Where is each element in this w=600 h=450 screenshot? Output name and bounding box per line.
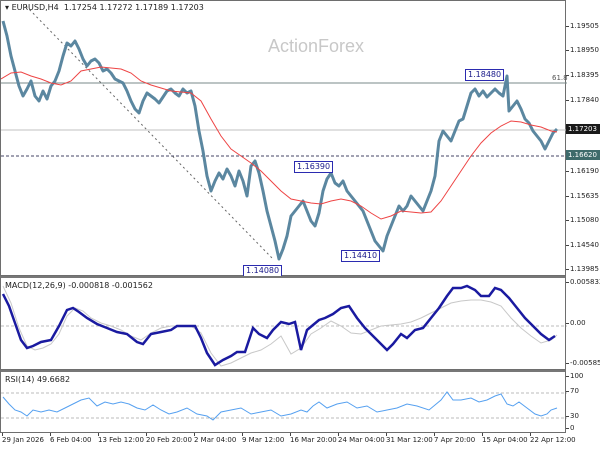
price-tick: 1.18395 (566, 71, 599, 79)
rsi-tick: 0 (565, 424, 575, 432)
time-tick: 9 Mar 12:00 (242, 433, 285, 444)
rsi-tick: 30 (566, 412, 579, 420)
rsi-pane[interactable]: RSI(14) 49.6682 (0, 370, 567, 433)
time-tick: 6 Feb 04:00 (50, 433, 92, 444)
rsi-tick: 70 (566, 387, 579, 395)
macd-tick: 0.00 (566, 319, 586, 327)
sma-line (1, 66, 558, 220)
price-tick: 1.19505 (566, 22, 599, 30)
price-bars (1, 20, 559, 261)
time-tick: 29 Jan 2026 (2, 433, 44, 444)
price-tick: 1.14540 (566, 241, 599, 249)
price-tick: 1.15080 (566, 216, 599, 224)
price-chart-svg (1, 5, 567, 261)
rsi-line (2, 391, 558, 421)
macd-tick: -0.005855 (566, 359, 600, 367)
price-chart-pane[interactable]: ▾ EURUSD,H4 1.17254 1.17272 1.17189 1.17… (0, 0, 568, 277)
price-tick: 1.18950 (566, 46, 599, 54)
chart-legend: ▾ EURUSD,H4 1.17254 1.17272 1.17189 1.17… (5, 3, 204, 12)
macd-svg (1, 284, 567, 367)
price-axis: 1.19505 1.18950 1.18395 1.17840 1.16190 … (566, 0, 600, 276)
trendline (25, 5, 274, 260)
time-tick: 24 Mar 04:00 (338, 433, 385, 444)
fib-label: 61.8 (552, 74, 568, 82)
time-tick: 15 Apr 04:00 (482, 433, 528, 444)
price-tick: 1.17840 (566, 96, 599, 104)
macd-signal-line (2, 285, 558, 367)
current-price-box: 1.17203 (566, 124, 600, 134)
ohlc-values: 1.17254 1.17272 1.17189 1.17203 (63, 3, 204, 12)
price-tick: 1.13985 (566, 265, 599, 273)
macd-line (1, 284, 556, 367)
price-tick: 1.16190 (566, 167, 599, 175)
time-tick: 13 Feb 12:00 (98, 433, 144, 444)
symbol-label: EURUSD,H4 (11, 3, 59, 12)
time-tick: 7 Apr 20:00 (434, 433, 476, 444)
price-tick: 1.15635 (566, 192, 599, 200)
time-tick: 31 Mar 12:00 (386, 433, 433, 444)
macd-axis: 0.005832 0.00 -0.005855 (565, 276, 600, 370)
rsi-svg (1, 391, 567, 421)
low-label-1-14410: 1.14410 (341, 250, 381, 262)
time-tick: 20 Feb 20:00 (146, 433, 192, 444)
high-label-1-18480: 1.18480 (465, 69, 505, 81)
time-axis: 29 Jan 2026 6 Feb 04:00 13 Feb 12:00 20 … (0, 433, 600, 450)
swing-label-1-16390: 1.16390 (294, 161, 334, 173)
collapse-triangle-icon[interactable]: ▾ (5, 3, 12, 12)
time-tick: 22 Apr 12:00 (530, 433, 576, 444)
rsi-tick: 100 (565, 372, 584, 380)
time-tick: 16 Mar 20:00 (290, 433, 337, 444)
watermark: ActionForex (268, 36, 365, 56)
macd-pane[interactable]: MACD(12,26,9) -0.000818 -0.001562 (0, 276, 567, 370)
time-tick: 2 Mar 04:00 (194, 433, 237, 444)
support-price-box: 1.16620 (566, 150, 600, 160)
macd-tick: 0.005832 (565, 278, 600, 286)
macd-legend: MACD(12,26,9) -0.000818 -0.001562 (5, 281, 153, 290)
rsi-axis: 100 70 30 0 (565, 370, 600, 433)
rsi-legend: RSI(14) 49.6682 (5, 375, 71, 384)
